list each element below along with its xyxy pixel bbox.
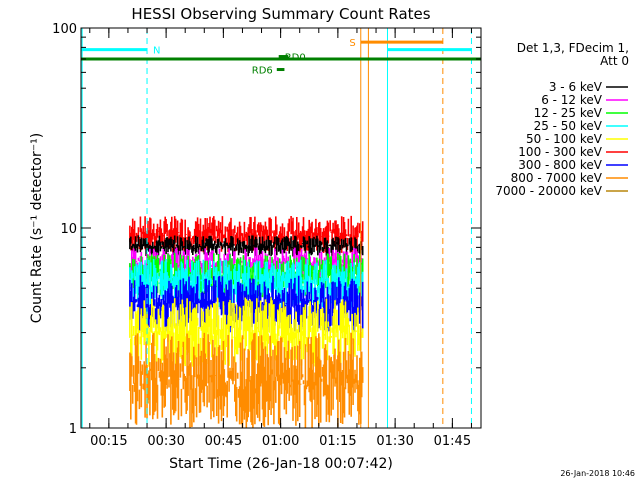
series-800-7000-kev <box>129 332 364 428</box>
series-50-100-kev <box>129 297 364 368</box>
legend-entry-label: 12 - 25 keV <box>534 106 603 120</box>
flag-label-rd6: RD6 <box>252 66 273 77</box>
timestamp-footer: 26-Jan-2018 10:46 <box>560 469 635 478</box>
chart-title: HESSI Observing Summary Count Rates <box>131 5 430 23</box>
flag-label-n: N <box>153 46 160 57</box>
y-tick-label: 1 <box>69 422 77 437</box>
x-tick-label: 01:15 <box>319 434 356 449</box>
flag-label-rd0: RD0 <box>285 53 306 64</box>
legend-entry-label: 6 - 12 keV <box>541 93 603 107</box>
x-tick-label: 01:00 <box>262 434 299 449</box>
y-tick-label: 10 <box>60 222 77 237</box>
x-tick-label: 00:30 <box>147 434 184 449</box>
legend-entry-label: 300 - 800 keV <box>518 158 602 172</box>
legend-entry-label: 100 - 300 keV <box>518 145 602 159</box>
x-tick-label: 00:15 <box>90 434 127 449</box>
x-axis-label: Start Time (26-Jan-18 00:07:42) <box>169 456 393 472</box>
y-axis-label: Count Rate (s⁻¹ detector⁻¹) <box>29 133 45 323</box>
x-tick-label: 01:30 <box>376 434 413 449</box>
axes: 1 10 100 00:15 00:30 00:45 01:00 01:15 01:30 01:4… <box>52 22 482 449</box>
legend-entry-label: 50 - 100 keV <box>526 132 603 146</box>
legend-header: Det 1,3, FDecim 1, <box>517 41 629 55</box>
x-tick-label: 01:45 <box>434 434 471 449</box>
legend-entry-label: 800 - 7000 keV <box>511 171 603 185</box>
x-tick-label: 00:45 <box>205 434 242 449</box>
y-tick-label: 100 <box>52 22 77 37</box>
legend-entry-label: 3 - 6 keV <box>549 80 603 94</box>
plot-area: N S RD0 RD6 <box>81 28 481 428</box>
flag-label-s: S <box>349 38 355 49</box>
legend-header: Att 0 <box>600 54 629 68</box>
legend-entry-label: 7000 - 20000 keV <box>495 184 602 198</box>
legend-entry-label: 25 - 50 keV <box>534 119 603 133</box>
series-3-6-kev <box>129 235 364 257</box>
